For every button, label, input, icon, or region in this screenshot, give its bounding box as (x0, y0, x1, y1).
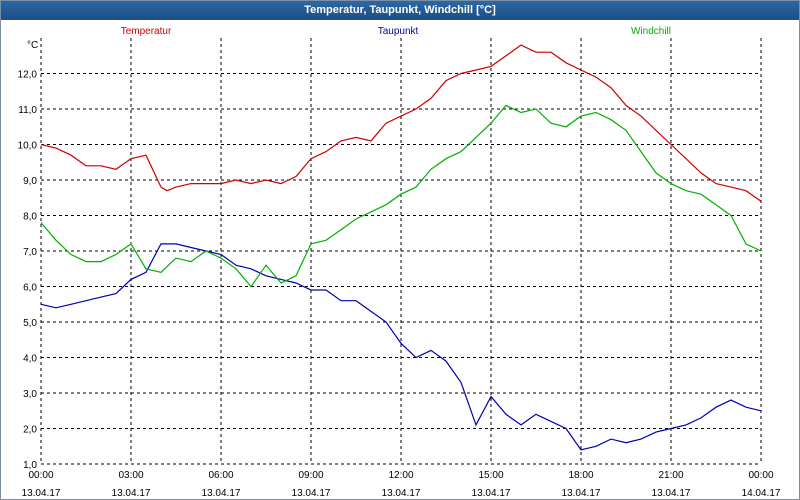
y-axis-unit-label: °C (27, 40, 38, 51)
y-tick-label: 12,0 (18, 70, 38, 81)
x-tick-time: 06:00 (208, 470, 233, 481)
grid (40, 38, 762, 465)
y-tick-label: 3,0 (23, 389, 37, 400)
y-tick-label: 6,0 (23, 283, 37, 294)
y-tick-labels: 1,0 2,0 3,0 4,0 5,0 6,0 7,0 8,0 9,0 10,0 11,0 12,0 (18, 70, 38, 472)
x-tick-date: 13.04.17 (112, 488, 151, 498)
legend-temperatur: Temperatur (121, 26, 172, 37)
series-line-temperatur (40, 44, 762, 202)
x-tick-time: 00:00 (748, 470, 773, 481)
y-tick-label: 7,0 (23, 247, 37, 258)
y-tick-label: 5,0 (23, 318, 37, 329)
series-line-windchill (40, 104, 762, 288)
x-tick-date: 13.04.17 (22, 488, 61, 498)
y-tick-label: 8,0 (23, 212, 37, 223)
x-tick-time: 15:00 (478, 470, 503, 481)
y-tick-label: 11,0 (18, 105, 37, 116)
y-tick-label: 10,0 (18, 141, 38, 152)
y-tick-label: 2,0 (23, 425, 37, 436)
x-tick-date: 13.04.17 (202, 488, 241, 498)
x-tick-time: 12:00 (388, 470, 413, 481)
x-tick-labels: 00:00 13.04.17 03:00 13.04.17 06:00 13.04.17 0… (22, 470, 781, 498)
legend-windchill: Windchill (631, 26, 671, 37)
x-tick-date: 13.04.17 (652, 488, 691, 498)
legend-taupunkt: Taupunkt (378, 26, 419, 37)
x-tick-date: 13.04.17 (562, 488, 601, 498)
x-tick-date: 13.04.17 (382, 488, 421, 498)
y-tick-label: 4,0 (23, 354, 37, 365)
y-tick-label: 1,0 (23, 460, 37, 471)
series-lines (40, 44, 762, 451)
x-tick-time: 09:00 (298, 470, 323, 481)
y-tick-label: 9,0 (23, 176, 37, 187)
legend: Temperatur Taupunkt Windchill (121, 26, 671, 37)
line-chart: 1,02,03,04,05,06,07,08,09,010,011,012,0 … (18, 26, 781, 498)
x-tick-time: 03:00 (118, 470, 143, 481)
x-tick-time: 00:00 (28, 470, 53, 481)
x-tick-date: 14.04.17 (742, 488, 781, 498)
x-tick-time: 21:00 (658, 470, 683, 481)
x-tick-date: 13.04.17 (292, 488, 331, 498)
x-tick-time: 18:00 (568, 470, 593, 481)
x-tick-date: 13.04.17 (472, 488, 511, 498)
series-line-taupunkt (40, 243, 762, 451)
window-title: Temperatur, Taupunkt, Windchill [°C] (1, 1, 799, 20)
